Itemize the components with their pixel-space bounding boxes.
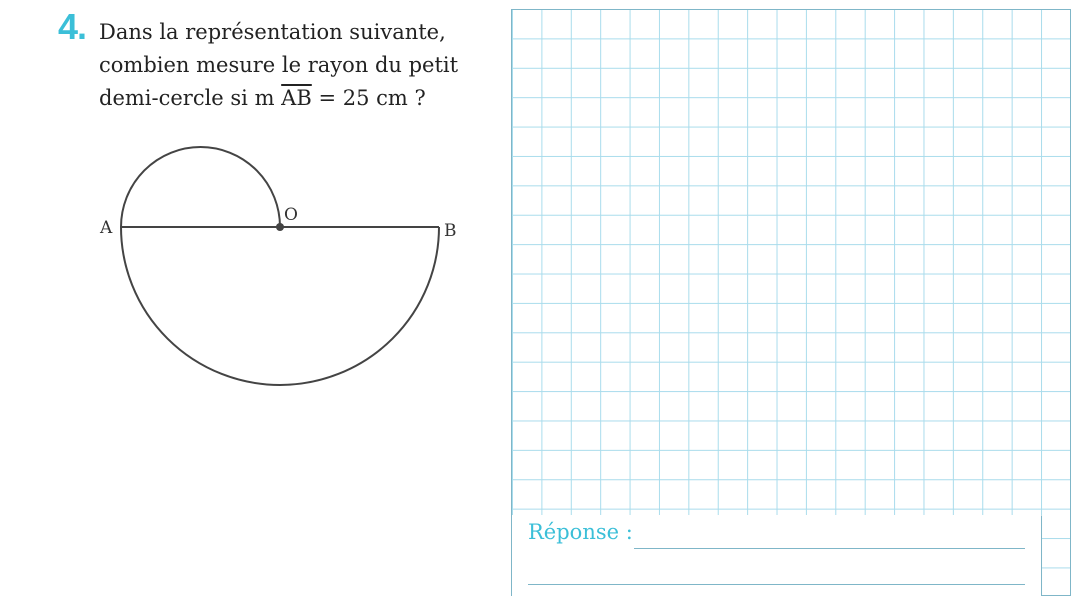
center-point-o (276, 223, 284, 231)
point-b-label: B (444, 221, 457, 241)
question-number: 4. (58, 6, 87, 47)
large-semicircle (120, 226, 440, 386)
question-line-3-prefix: demi-cercle si m (99, 86, 282, 110)
small-semicircle (120, 146, 281, 228)
answer-line-2[interactable] (528, 584, 1025, 585)
answer-label: Réponse : (528, 520, 633, 544)
point-o-label: O (284, 205, 298, 225)
question-text: Dans la représentation suivante, combien… (99, 16, 499, 115)
question-line-3-suffix: = 25 cm ? (311, 86, 426, 110)
answer-panel: Réponse : (512, 515, 1042, 596)
semicircle-figure: A O B (99, 146, 457, 386)
question-line-1: Dans la représentation suivante, (99, 20, 446, 44)
answer-line-1[interactable] (634, 548, 1025, 549)
question-line-2: combien mesure le rayon du petit (99, 53, 459, 77)
grid-work-area (511, 9, 1071, 596)
question-line-3: demi-cercle si m AB = 25 cm ? (99, 82, 499, 115)
segment-ab-label: AB (281, 86, 312, 110)
point-a-label: A (99, 218, 113, 238)
